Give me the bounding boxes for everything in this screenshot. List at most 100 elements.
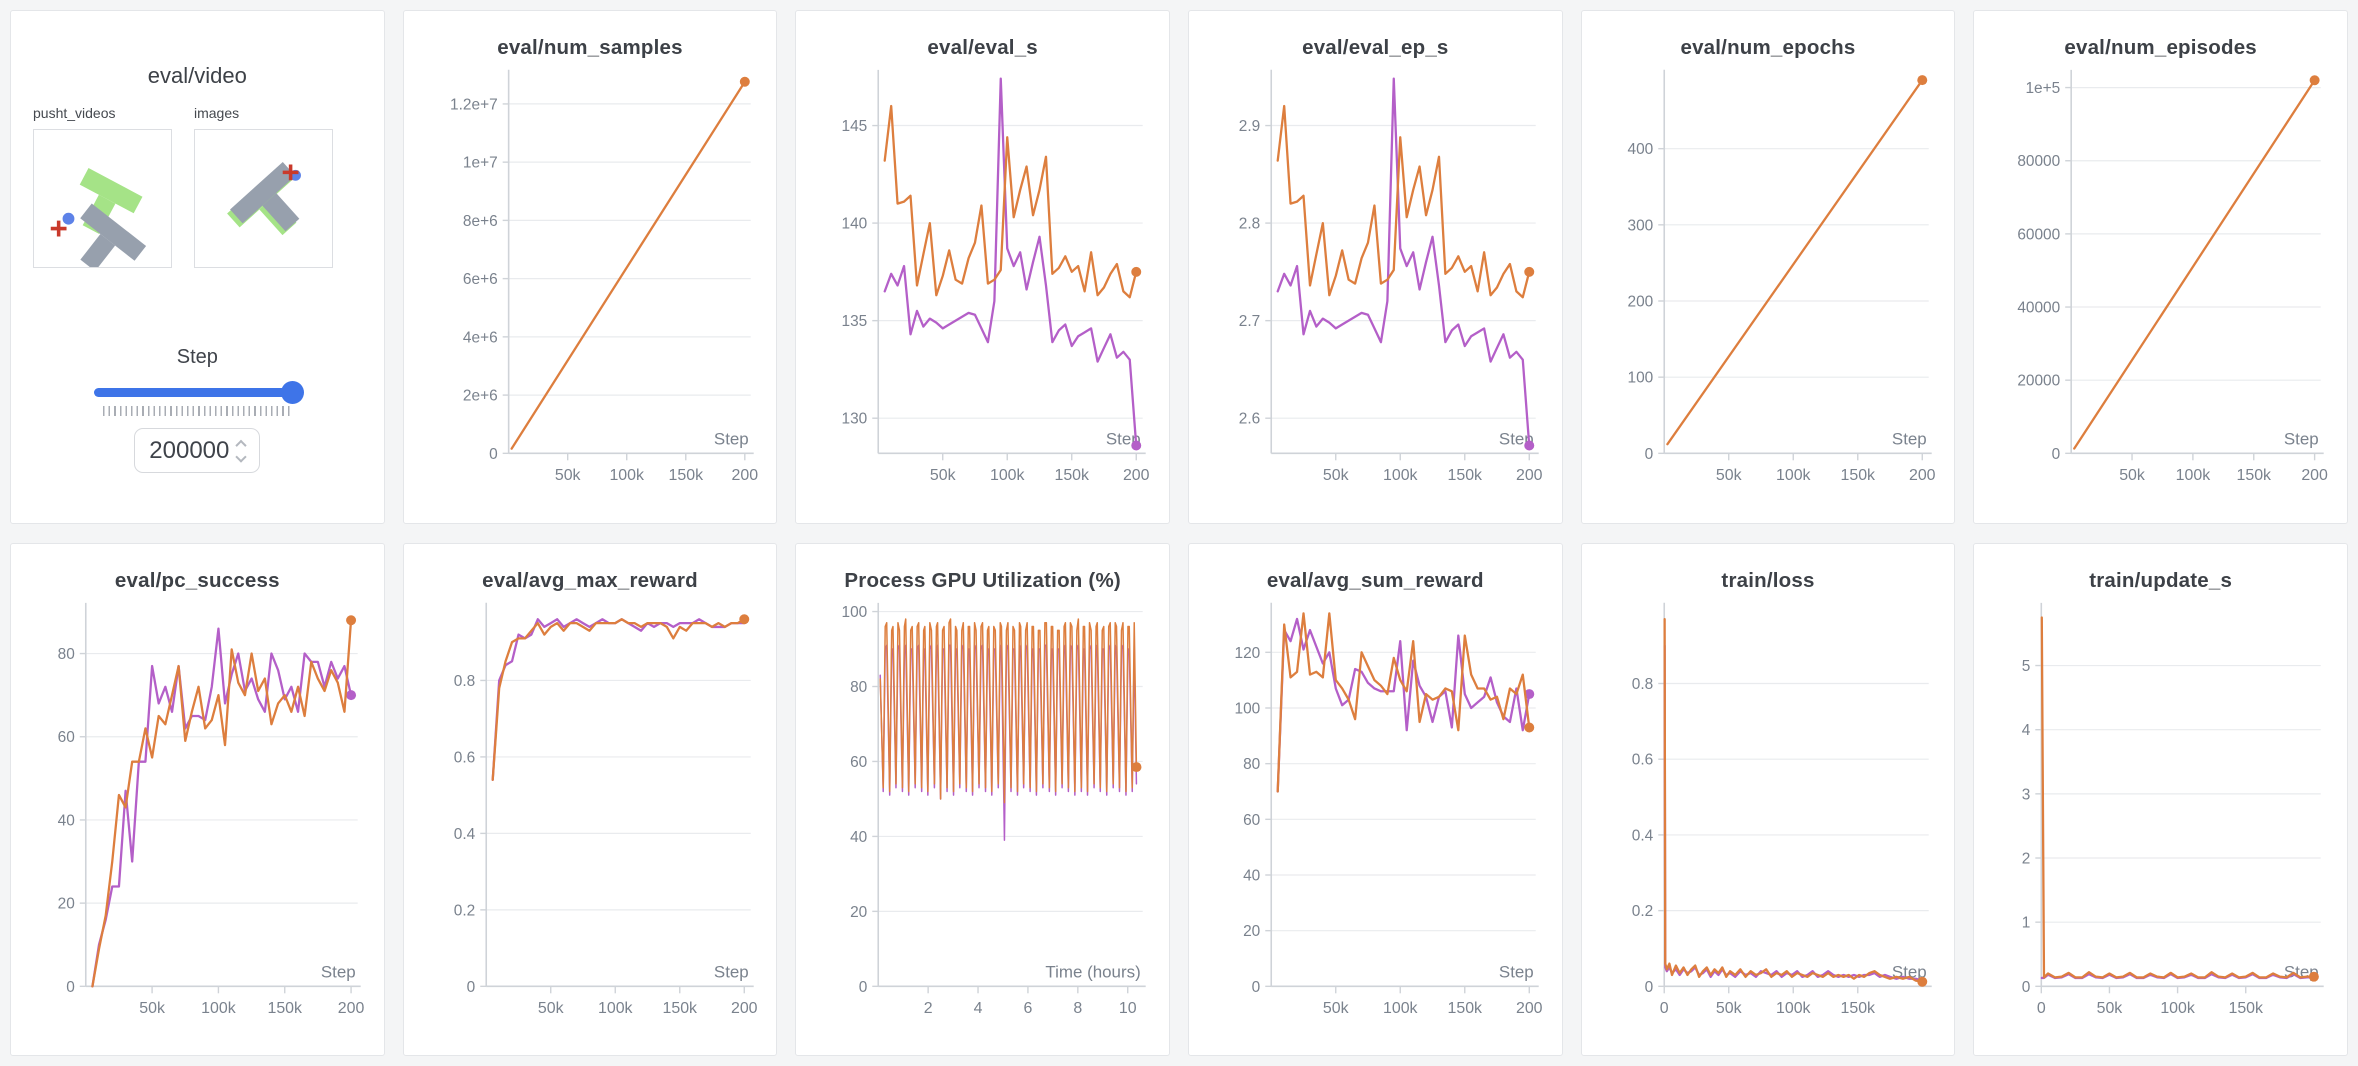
y-tick-label: 0 (1644, 446, 1653, 463)
x-tick-label: 100k (598, 1000, 633, 1017)
x-tick-label: 100k (2161, 1000, 2196, 1017)
y-tick-label: 40 (850, 828, 867, 845)
series-end-dot (1524, 440, 1535, 451)
chart-canvas[interactable]: 0 20 40 60 80 100 2 4 6 8 10 Time (hours) (796, 597, 1169, 1029)
y-tick-label: 60000 (2018, 226, 2061, 243)
y-tick-label: 40 (1243, 867, 1260, 884)
chart-canvas[interactable]: 0 1 2 3 4 5 0 50k 100k 150k Step (1974, 597, 2347, 1029)
x-tick-label: 100k (1776, 1000, 1811, 1017)
x-tick-label: 100k (1383, 467, 1418, 484)
chart-canvas[interactable]: 0 0.2 0.4 0.6 0.8 0 50k 100k 150k Step (1582, 597, 1955, 1029)
chart-title: eval/avg_sum_reward (1266, 568, 1484, 592)
step-slider[interactable] (94, 381, 305, 404)
step-input-value[interactable]: 200000 (149, 436, 230, 464)
y-tick-label: 80000 (2018, 153, 2061, 170)
block-t-shape (230, 162, 300, 232)
chart-canvas[interactable]: 0 2e+6 4e+6 6e+6 8e+6 1e+7 1.2e+7 50k 100k 150k 20… (404, 64, 777, 496)
y-tick-label: 80 (1243, 756, 1260, 773)
images-thumbnail[interactable] (194, 129, 333, 268)
x-tick-label: 0 (1659, 1000, 1668, 1017)
series-line-orange (2073, 79, 2317, 450)
x-tick-label: 200 (731, 467, 758, 484)
y-tick-label: 1e+7 (463, 155, 498, 172)
y-tick-label: 400 (1627, 141, 1653, 158)
y-tick-label: 0.6 (1631, 751, 1652, 768)
x-tick-label: 8 (1074, 1000, 1083, 1017)
chart-canvas[interactable]: 0 20000 40000 60000 80000 1e+5 50k 100k 150k 200 S… (1974, 64, 2347, 496)
x-tick-label: 50k (2120, 467, 2146, 484)
y-tick-label: 100 (1234, 700, 1260, 717)
chart-title: Process GPU Utilization (%) (844, 568, 1121, 592)
x-tick-label: 0 (2037, 1000, 2046, 1017)
y-tick-label: 0 (2022, 978, 2031, 995)
series-line-purple (491, 617, 746, 781)
x-tick-label: 50k (1716, 467, 1742, 484)
x-tick-label: 50k (1323, 1000, 1349, 1017)
y-tick-label: 0.2 (1631, 903, 1652, 920)
x-tick-label: 100k (1776, 467, 1811, 484)
x-tick-label: 6 (1024, 1000, 1033, 1017)
panel-eval-num-samples: eval/num_samples 0 2e+6 4e+6 6e+6 8e+6 1e+7 1.… (402, 10, 778, 524)
media-thumbnails: pusht_videos images (33, 105, 362, 272)
chart-title: eval/num_samples (497, 36, 683, 59)
chevron-down-icon[interactable] (235, 451, 248, 463)
series-end-dot (346, 614, 357, 625)
y-tick-label: 0.4 (1631, 827, 1653, 844)
y-tick-label: 6e+6 (463, 271, 498, 288)
x-tick-label: 200 (2302, 467, 2329, 484)
x-tick-label: 200 (1516, 467, 1543, 484)
step-slider-label: Step (176, 346, 218, 368)
chart-canvas[interactable]: 2.6 2.7 2.8 2.9 50k 100k 150k 200 Step (1189, 64, 1562, 496)
series-end-dot (1524, 688, 1535, 699)
series-end-dot (1131, 440, 1142, 451)
chevron-up-icon[interactable] (235, 439, 248, 452)
chart-svg: 0 2e+6 4e+6 6e+6 8e+6 1e+7 1.2e+7 50k 100k 150k 20… (450, 69, 758, 484)
slider-handle[interactable] (281, 381, 305, 404)
y-tick-label: 40 (58, 812, 75, 829)
panel-process-gpu-utilization: Process GPU Utilization (%) 0 20 40 60 80 100… (795, 542, 1170, 1056)
chart-svg: 0 0.2 0.4 0.6 0.8 50k 100k 150k 200 Step (453, 602, 757, 1017)
y-tick-label: 20 (850, 903, 867, 920)
y-tick-label: 0 (859, 978, 868, 995)
series-line-orange (879, 617, 1138, 803)
y-tick-label: 4 (2022, 722, 2031, 739)
chart-title: eval/num_episodes (2064, 36, 2257, 59)
step-input[interactable]: 200000 (134, 428, 261, 473)
x-tick-label: 50k (930, 467, 956, 484)
y-tick-label: 60 (850, 753, 867, 770)
x-tick-label: 50k (1716, 1000, 1742, 1017)
panel-eval-num-episodes: eval/num_episodes 0 20000 40000 60000 80000 1… (1973, 10, 2348, 524)
series-end-dot (346, 689, 357, 700)
x-tick-label: 100k (1383, 1000, 1418, 1017)
y-tick-label: 4e+6 (463, 329, 498, 346)
thumbnail-caption: images (194, 105, 240, 121)
chart-canvas[interactable]: 0 0.2 0.4 0.6 0.8 50k 100k 150k 200 Step (404, 597, 777, 1029)
chart-title: eval/pc_success (114, 568, 280, 592)
x-tick-label: 50k (2097, 1000, 2123, 1017)
y-tick-label: 20000 (2018, 373, 2061, 390)
chart-title: train/update_s (2089, 568, 2233, 592)
chart-canvas[interactable]: 0 100 200 300 400 50k 100k 150k 200 Step (1582, 64, 1955, 496)
x-tick-label: 150k (1840, 1000, 1875, 1017)
chart-title: eval/eval_s (927, 36, 1038, 59)
pusht-video-thumbnail[interactable] (33, 129, 172, 272)
x-tick-label: 150k (267, 1000, 302, 1017)
chart-canvas[interactable]: 0 20 40 60 80 100 120 50k 100k 150k 200 Step (1189, 597, 1562, 1029)
chart-canvas[interactable]: 0 20 40 60 80 50k 100k 150k 200 Step (11, 597, 384, 1029)
chart-title: eval/eval_ep_s (1302, 36, 1449, 59)
y-tick-label: 20 (58, 895, 75, 912)
x-axis-title: Step (1892, 429, 1927, 448)
x-tick-label: 150k (1447, 467, 1482, 484)
x-tick-label: 150k (1055, 467, 1090, 484)
y-tick-label: 0 (466, 978, 475, 995)
slider-track[interactable] (94, 388, 297, 397)
x-tick-label: 150k (668, 467, 703, 484)
block-t-shape (80, 203, 147, 272)
series-end-dot (1131, 761, 1142, 772)
thumbnail-caption: pusht_videos (33, 105, 116, 121)
panel-train-loss: train/loss 0 0.2 0.4 0.6 0.8 0 50k 100k 150k Step (1580, 542, 1956, 1056)
chart-canvas[interactable]: 130 135 140 145 50k 100k 150k 200 Step (796, 64, 1169, 496)
y-tick-label: 100 (842, 604, 868, 621)
